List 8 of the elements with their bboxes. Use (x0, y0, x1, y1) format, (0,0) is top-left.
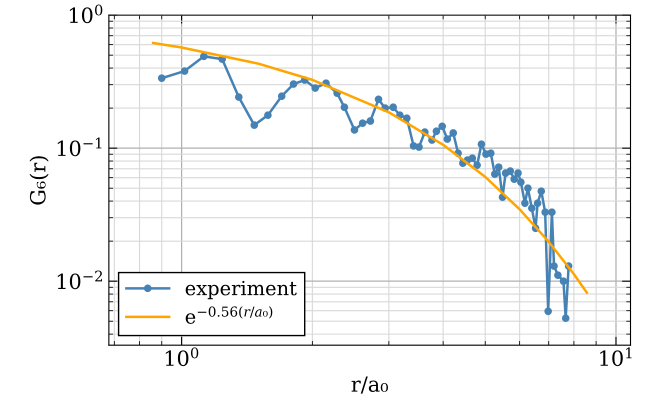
x-axis-title: r/a₀ (352, 376, 388, 394)
y-tick-label: 10$^{−2}$ (58, 270, 102, 290)
y-axis-title: G₆(r) (30, 156, 49, 205)
x-tick-label: 10$^{1}$ (600, 347, 632, 366)
legend-label: e$^{−0.56(r/a₀)}$ (186, 306, 272, 324)
legend-label: experiment (186, 280, 297, 300)
y-tick-label: 10$^{−1}$ (58, 138, 102, 156)
y-tick-label: 10$^{0}$ (70, 4, 102, 24)
